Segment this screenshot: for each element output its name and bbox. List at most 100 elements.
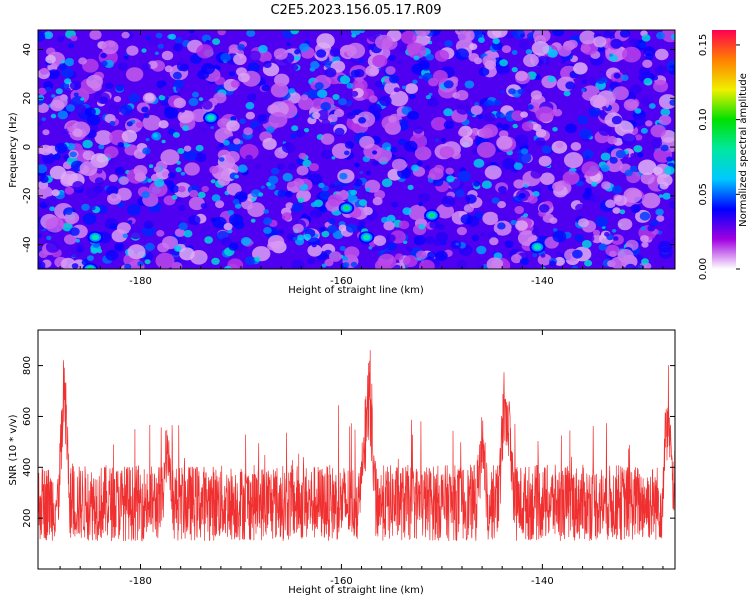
heatmap-cell <box>39 175 49 183</box>
heatmap-cell <box>182 149 197 161</box>
heatmap-cell <box>94 177 104 186</box>
heatmap-cell <box>605 199 616 208</box>
heatmap-cell <box>373 235 387 246</box>
heatmap-cell <box>344 141 355 149</box>
heatmap-cell <box>266 182 272 187</box>
heatmap-cell <box>299 43 310 52</box>
heatmap-cell <box>372 54 388 68</box>
heatmap-cell <box>445 167 454 175</box>
snr-series-line <box>38 350 675 542</box>
heatmap-cell <box>630 153 637 158</box>
heatmap-cell <box>285 144 296 153</box>
heatmap-cell <box>368 95 378 103</box>
heatmap-y-tick-label: -40 <box>22 236 33 252</box>
heatmap-cell <box>345 223 357 233</box>
heatmap-cell <box>523 213 529 218</box>
heatmap-cell <box>501 45 512 53</box>
heatmap-cell <box>501 123 510 131</box>
heatmap-cell <box>511 254 522 264</box>
heatmap-cell <box>291 64 299 71</box>
heatmap-cell <box>57 110 68 120</box>
heatmap-cell <box>282 172 293 182</box>
heatmap-cell <box>640 172 655 185</box>
heatmap-cell <box>113 96 122 103</box>
heatmap-cell <box>101 40 119 55</box>
heatmap-cell <box>157 43 164 49</box>
heatmap-cell <box>49 165 66 180</box>
heatmap-cell <box>316 33 335 49</box>
heatmap-cell <box>258 50 272 63</box>
heatmap-cell <box>334 109 345 118</box>
heatmap-cell <box>210 217 216 223</box>
heatmap-cell <box>434 49 450 62</box>
heatmap-cell <box>346 111 356 120</box>
heatmap-cell <box>367 44 375 50</box>
heatmap-cell <box>43 81 54 90</box>
heatmap-cell <box>508 88 516 95</box>
heatmap-cell <box>492 38 500 45</box>
heatmap-cell <box>228 44 240 54</box>
heatmap-cell <box>100 52 107 59</box>
heatmap-cell <box>590 94 606 109</box>
heatmap-cell <box>471 234 480 242</box>
heatmap-cell <box>89 30 102 40</box>
heatmap-cell <box>230 80 240 88</box>
heatmap-cell <box>309 209 321 219</box>
heatmap-cell <box>358 117 367 124</box>
heatmap-cell <box>655 208 664 216</box>
colorbar-tick-label: 0.00 <box>698 258 709 280</box>
heatmap-cell <box>123 55 129 60</box>
heatmap-cell <box>540 253 546 258</box>
heatmap-cell <box>239 118 246 125</box>
heatmap-cell <box>237 44 246 51</box>
heatmap-cell <box>64 186 75 195</box>
heatmap-cell <box>656 215 665 222</box>
heatmap-cell <box>40 67 49 75</box>
heatmap-cell <box>653 79 669 93</box>
heatmap-cell <box>250 218 256 223</box>
heatmap-cell <box>217 175 230 186</box>
heatmap-cell <box>200 203 208 209</box>
heatmap-cell <box>237 164 248 173</box>
heatmap-cell <box>406 42 421 54</box>
heatmap-cell <box>321 263 327 268</box>
heatmap-cell <box>327 114 338 123</box>
heatmap-cell <box>51 189 60 197</box>
heatmap-cell <box>188 215 201 226</box>
heatmap-cell <box>210 126 214 129</box>
heatmap-cell <box>354 69 365 78</box>
snr-x-axis-label: Height of straight line (km) <box>288 585 424 596</box>
heatmap-cell <box>441 240 447 246</box>
snr-x-tick-label: -140 <box>531 576 554 587</box>
heatmap-cell <box>344 150 350 156</box>
heatmap-cell <box>658 240 673 253</box>
heatmap-cell <box>617 218 633 231</box>
heatmap-cell <box>407 184 414 190</box>
heatmap-cell <box>552 127 558 132</box>
snr-ticks: -180 -160 -140 200 400 600 800 <box>22 330 675 587</box>
snr-y-tick-label: 600 <box>22 407 33 426</box>
heatmap-cell <box>116 222 131 235</box>
heatmap-cell <box>477 113 484 120</box>
heatmap-cell <box>153 166 162 173</box>
heatmap-cell <box>169 185 180 193</box>
heatmap-cell <box>125 67 144 82</box>
heatmap-peak <box>364 235 369 240</box>
heatmap-cell <box>45 217 64 233</box>
heatmap-cell <box>633 115 647 127</box>
heatmap-cell <box>641 258 649 265</box>
heatmap-cell <box>173 43 183 52</box>
heatmap-cell <box>418 202 423 207</box>
heatmap-cell <box>234 174 239 179</box>
heatmap-cell <box>538 204 550 213</box>
heatmap-cell <box>511 67 518 73</box>
heatmap-cell <box>121 129 138 143</box>
heatmap-cell <box>520 111 528 118</box>
heatmap-cell <box>72 181 84 191</box>
heatmap-cell <box>531 229 539 236</box>
heatmap-cell <box>278 229 285 235</box>
heatmap-x-axis-label: Height of straight line (km) <box>288 285 424 296</box>
heatmap-cell <box>211 257 220 265</box>
heatmap-cell <box>270 82 289 98</box>
heatmap-cell <box>350 30 361 36</box>
